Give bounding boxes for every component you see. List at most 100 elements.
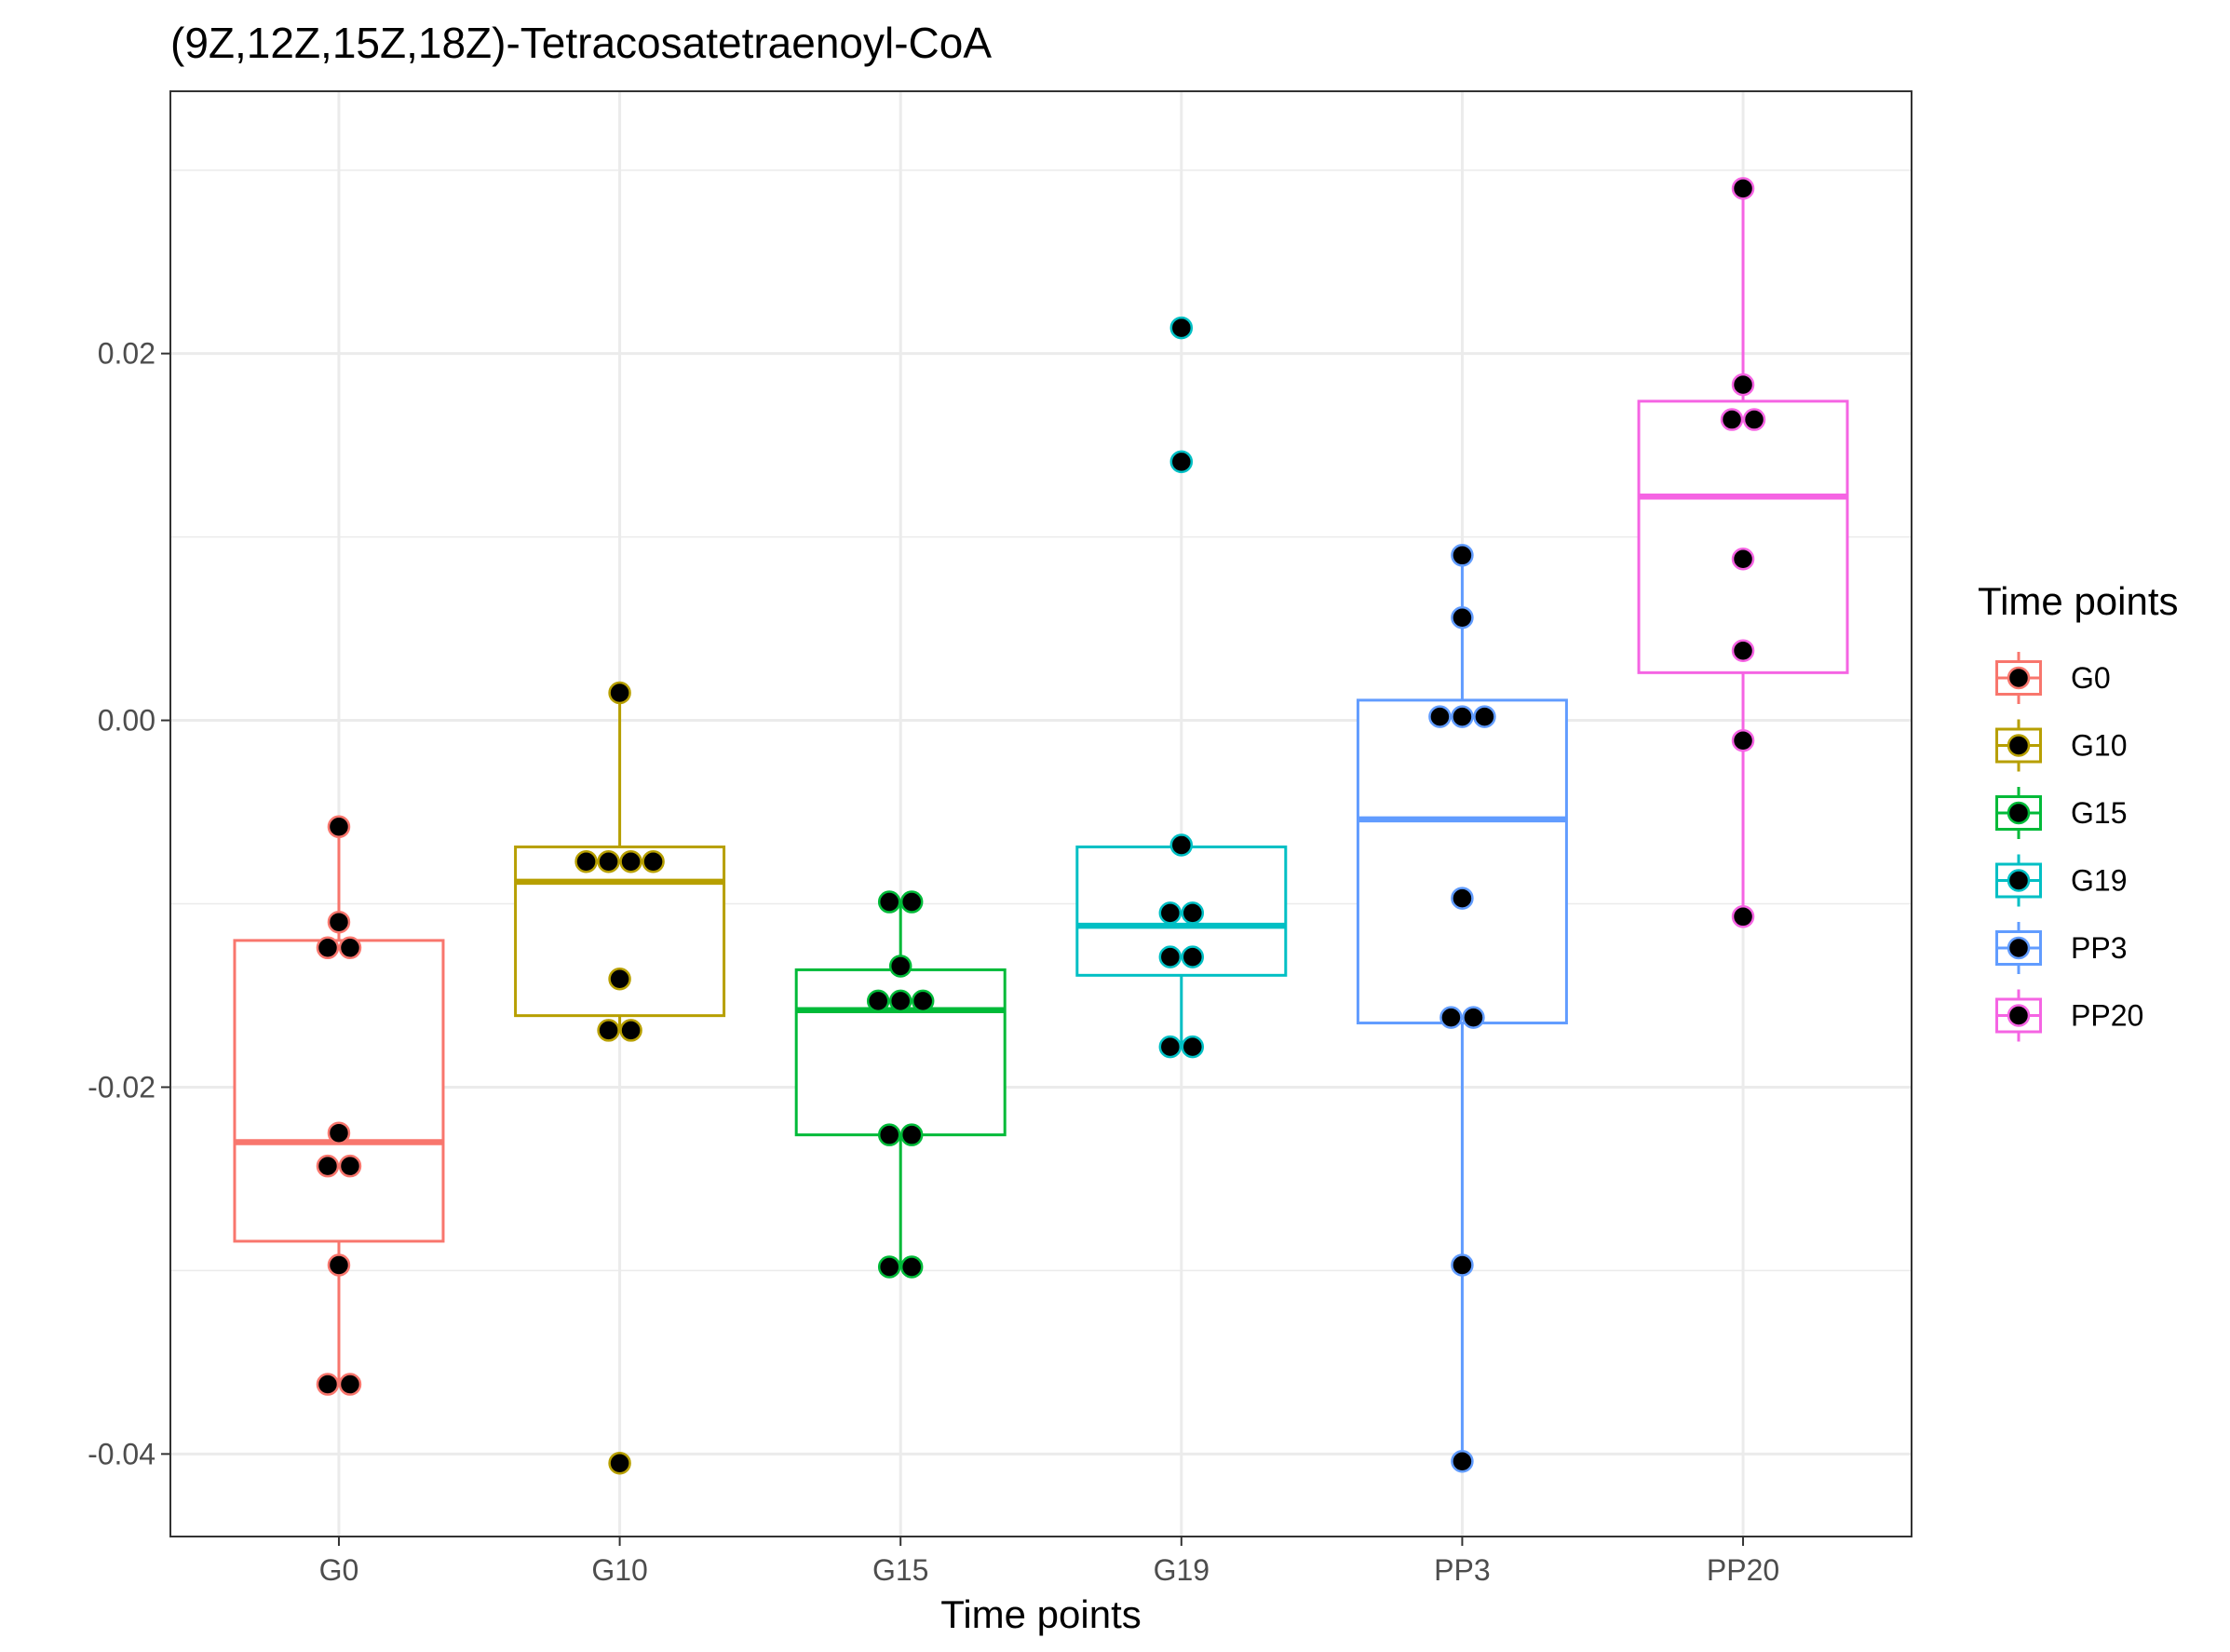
- grid-minor: [170, 169, 1912, 1272]
- data-point: [327, 815, 351, 839]
- data-point: [1181, 945, 1205, 968]
- data-point: [1158, 945, 1183, 968]
- legend-item-g15: G15: [1995, 787, 2127, 839]
- data-point: [1451, 705, 1474, 728]
- legend-item-pp20: PP20: [1995, 989, 2143, 1042]
- y-tick-label: -0.04: [88, 1437, 155, 1470]
- data-point: [597, 849, 620, 873]
- legend-label: G0: [2071, 661, 2111, 695]
- x-tick-label: PP20: [1707, 1553, 1779, 1587]
- x-tick-label: G0: [319, 1553, 359, 1587]
- legend-key-point: [2007, 666, 2031, 690]
- data-point: [1720, 408, 1744, 431]
- data-point: [1158, 1035, 1183, 1059]
- data-point: [608, 968, 631, 991]
- x-tick-label: G15: [872, 1553, 928, 1587]
- chart-title: (9Z,12Z,15Z,18Z)-Tetracosatetraenoyl-CoA: [170, 19, 992, 67]
- data-point: [1169, 450, 1194, 474]
- box: [1356, 698, 1568, 1025]
- data-point: [619, 849, 642, 873]
- data-point: [338, 1373, 362, 1396]
- data-point: [1731, 177, 1755, 200]
- legend-label: G10: [2071, 729, 2127, 763]
- box: [1637, 399, 1849, 674]
- points-g0: [316, 815, 362, 1396]
- data-point: [1181, 901, 1205, 925]
- data-point: [608, 681, 631, 705]
- data-point: [1451, 1253, 1474, 1277]
- y-tick-label: 0.02: [98, 337, 155, 371]
- data-point: [1428, 705, 1452, 728]
- boxplot-g0: [233, 826, 445, 1385]
- data-points: [316, 177, 1766, 1475]
- x-axis-title: Time points: [940, 1592, 1142, 1636]
- legend-label: G19: [2071, 864, 2127, 898]
- legend-key-point: [2007, 1004, 2031, 1027]
- legend-item-g19: G19: [1995, 854, 2127, 907]
- data-point: [1473, 705, 1496, 728]
- data-point: [899, 1255, 924, 1279]
- data-point: [1169, 833, 1194, 857]
- x-tick-label: G19: [1154, 1553, 1210, 1587]
- data-point: [316, 1154, 340, 1178]
- data-point: [1742, 408, 1766, 431]
- legend: Time points G0 G10 G15 G19 PP3 PP20: [1978, 579, 2179, 1042]
- data-point: [899, 890, 924, 914]
- data-point: [642, 849, 665, 873]
- y-tick-label: 0.00: [98, 704, 155, 738]
- panel-background: [170, 91, 1912, 1537]
- data-point: [316, 1373, 340, 1396]
- data-point: [316, 936, 340, 960]
- panel-border: [169, 90, 1912, 1537]
- legend-title: Time points: [1978, 579, 2179, 623]
- legend-item-g0: G0: [1995, 652, 2111, 704]
- data-point: [619, 1019, 642, 1042]
- data-point: [327, 910, 351, 934]
- boxplots: [233, 188, 1849, 1462]
- data-point: [1451, 606, 1474, 630]
- legend-key-point: [2007, 734, 2031, 757]
- data-point: [1158, 901, 1183, 925]
- data-point: [1169, 316, 1194, 340]
- legend-items: G0 G10 G15 G19 PP3 PP20: [1995, 652, 2143, 1042]
- data-point: [338, 1154, 362, 1178]
- data-point: [877, 1123, 901, 1146]
- data-point: [327, 1121, 351, 1144]
- data-point: [866, 989, 890, 1013]
- data-point: [877, 890, 901, 914]
- legend-label: G15: [2071, 796, 2127, 830]
- data-point: [608, 1451, 631, 1475]
- legend-label: PP20: [2071, 999, 2143, 1033]
- data-point: [911, 989, 935, 1013]
- y-tick-label: -0.02: [88, 1070, 155, 1104]
- legend-key-point: [2007, 869, 2031, 892]
- x-tick-label: G10: [591, 1553, 647, 1587]
- points-g10: [574, 681, 665, 1475]
- legend-label: PP3: [2071, 931, 2127, 965]
- legend-key-point: [2007, 936, 2031, 960]
- data-point: [1451, 544, 1474, 567]
- legend-key-point: [2007, 801, 2031, 825]
- data-point: [888, 955, 912, 978]
- y-axis: -0.04 -0.02 0.00 0.02: [88, 337, 170, 1470]
- points-pp20: [1720, 177, 1766, 928]
- plot-panel: [169, 90, 1912, 1537]
- x-axis: G0 G10 G15 G19 PP3 PP20: [319, 1537, 1779, 1587]
- data-point: [888, 989, 912, 1013]
- x-tick-label: PP3: [1434, 1553, 1490, 1587]
- data-point: [1731, 547, 1755, 571]
- data-point: [338, 936, 362, 960]
- data-point: [327, 1253, 351, 1277]
- data-point: [877, 1255, 901, 1279]
- data-point: [1462, 1006, 1485, 1029]
- points-pp3: [1428, 544, 1496, 1473]
- data-point: [1731, 639, 1755, 662]
- data-point: [1731, 372, 1755, 397]
- data-point: [1451, 1449, 1474, 1473]
- points-g19: [1158, 316, 1205, 1059]
- data-point: [899, 1123, 924, 1146]
- legend-item-pp3: PP3: [1995, 922, 2127, 974]
- boxplot-pp20: [1637, 188, 1849, 917]
- data-point: [574, 849, 598, 873]
